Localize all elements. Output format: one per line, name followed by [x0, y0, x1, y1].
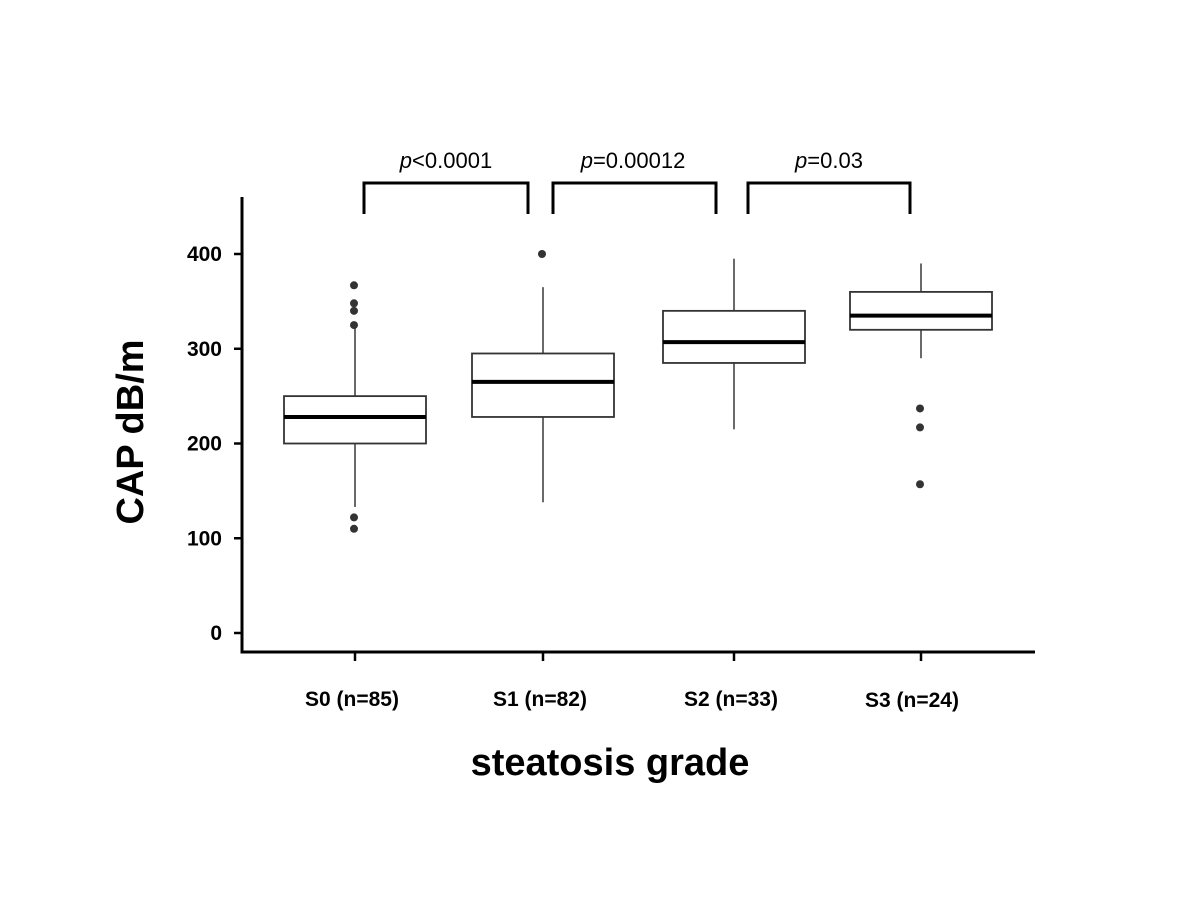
- outlier-point: [916, 423, 924, 432]
- y-axis-title: CAP dB/m: [110, 339, 152, 524]
- outlier-point: [350, 281, 358, 290]
- outlier-point: [350, 524, 358, 533]
- y-tick-label: 300: [187, 338, 222, 361]
- significance-bracket: p<0.0001: [362, 148, 530, 214]
- iqr-box: [283, 395, 427, 445]
- iqr-box: [471, 352, 615, 418]
- bracket-line: [746, 181, 912, 214]
- y-tick-label: 400: [187, 243, 222, 266]
- outlier-point: [350, 321, 358, 330]
- box-s0: [283, 281, 427, 533]
- x-tick-label: S0 (n=85): [305, 688, 399, 711]
- significance-bracket: p=0.03: [746, 148, 912, 214]
- box-s3: [849, 263, 993, 489]
- significance-bracket: p=0.00012: [551, 148, 718, 214]
- outlier-point: [350, 513, 358, 522]
- y-tick-label: 0: [210, 622, 222, 645]
- plot-area: 0 100 200 300 400 S0 (n=85) S1 (n=82) S2 (n=33)…: [187, 148, 1035, 712]
- bracket-line: [362, 181, 530, 214]
- outlier-point: [538, 250, 546, 258]
- y-tick-label: 100: [187, 527, 222, 550]
- x-axis-title: steatosis grade: [471, 742, 750, 784]
- x-tick-label: S2 (n=33): [684, 688, 778, 711]
- iqr-box: [662, 309, 806, 364]
- outlier-point: [350, 299, 358, 308]
- box-s2: [662, 258, 806, 430]
- y-tick-label: 200: [187, 433, 222, 456]
- x-tick-label: S1 (n=82): [493, 688, 587, 711]
- outlier-point: [350, 306, 358, 315]
- p-value-label: p=0.00012: [580, 148, 686, 173]
- p-value-label: p=0.03: [794, 148, 863, 173]
- iqr-box: [849, 290, 993, 331]
- x-tick-label: S3 (n=24): [865, 689, 959, 712]
- outlier-point: [916, 480, 924, 489]
- outlier-point: [916, 404, 924, 413]
- bracket-line: [551, 181, 718, 214]
- p-value-label: p<0.0001: [399, 148, 492, 173]
- box-s1: [471, 250, 615, 503]
